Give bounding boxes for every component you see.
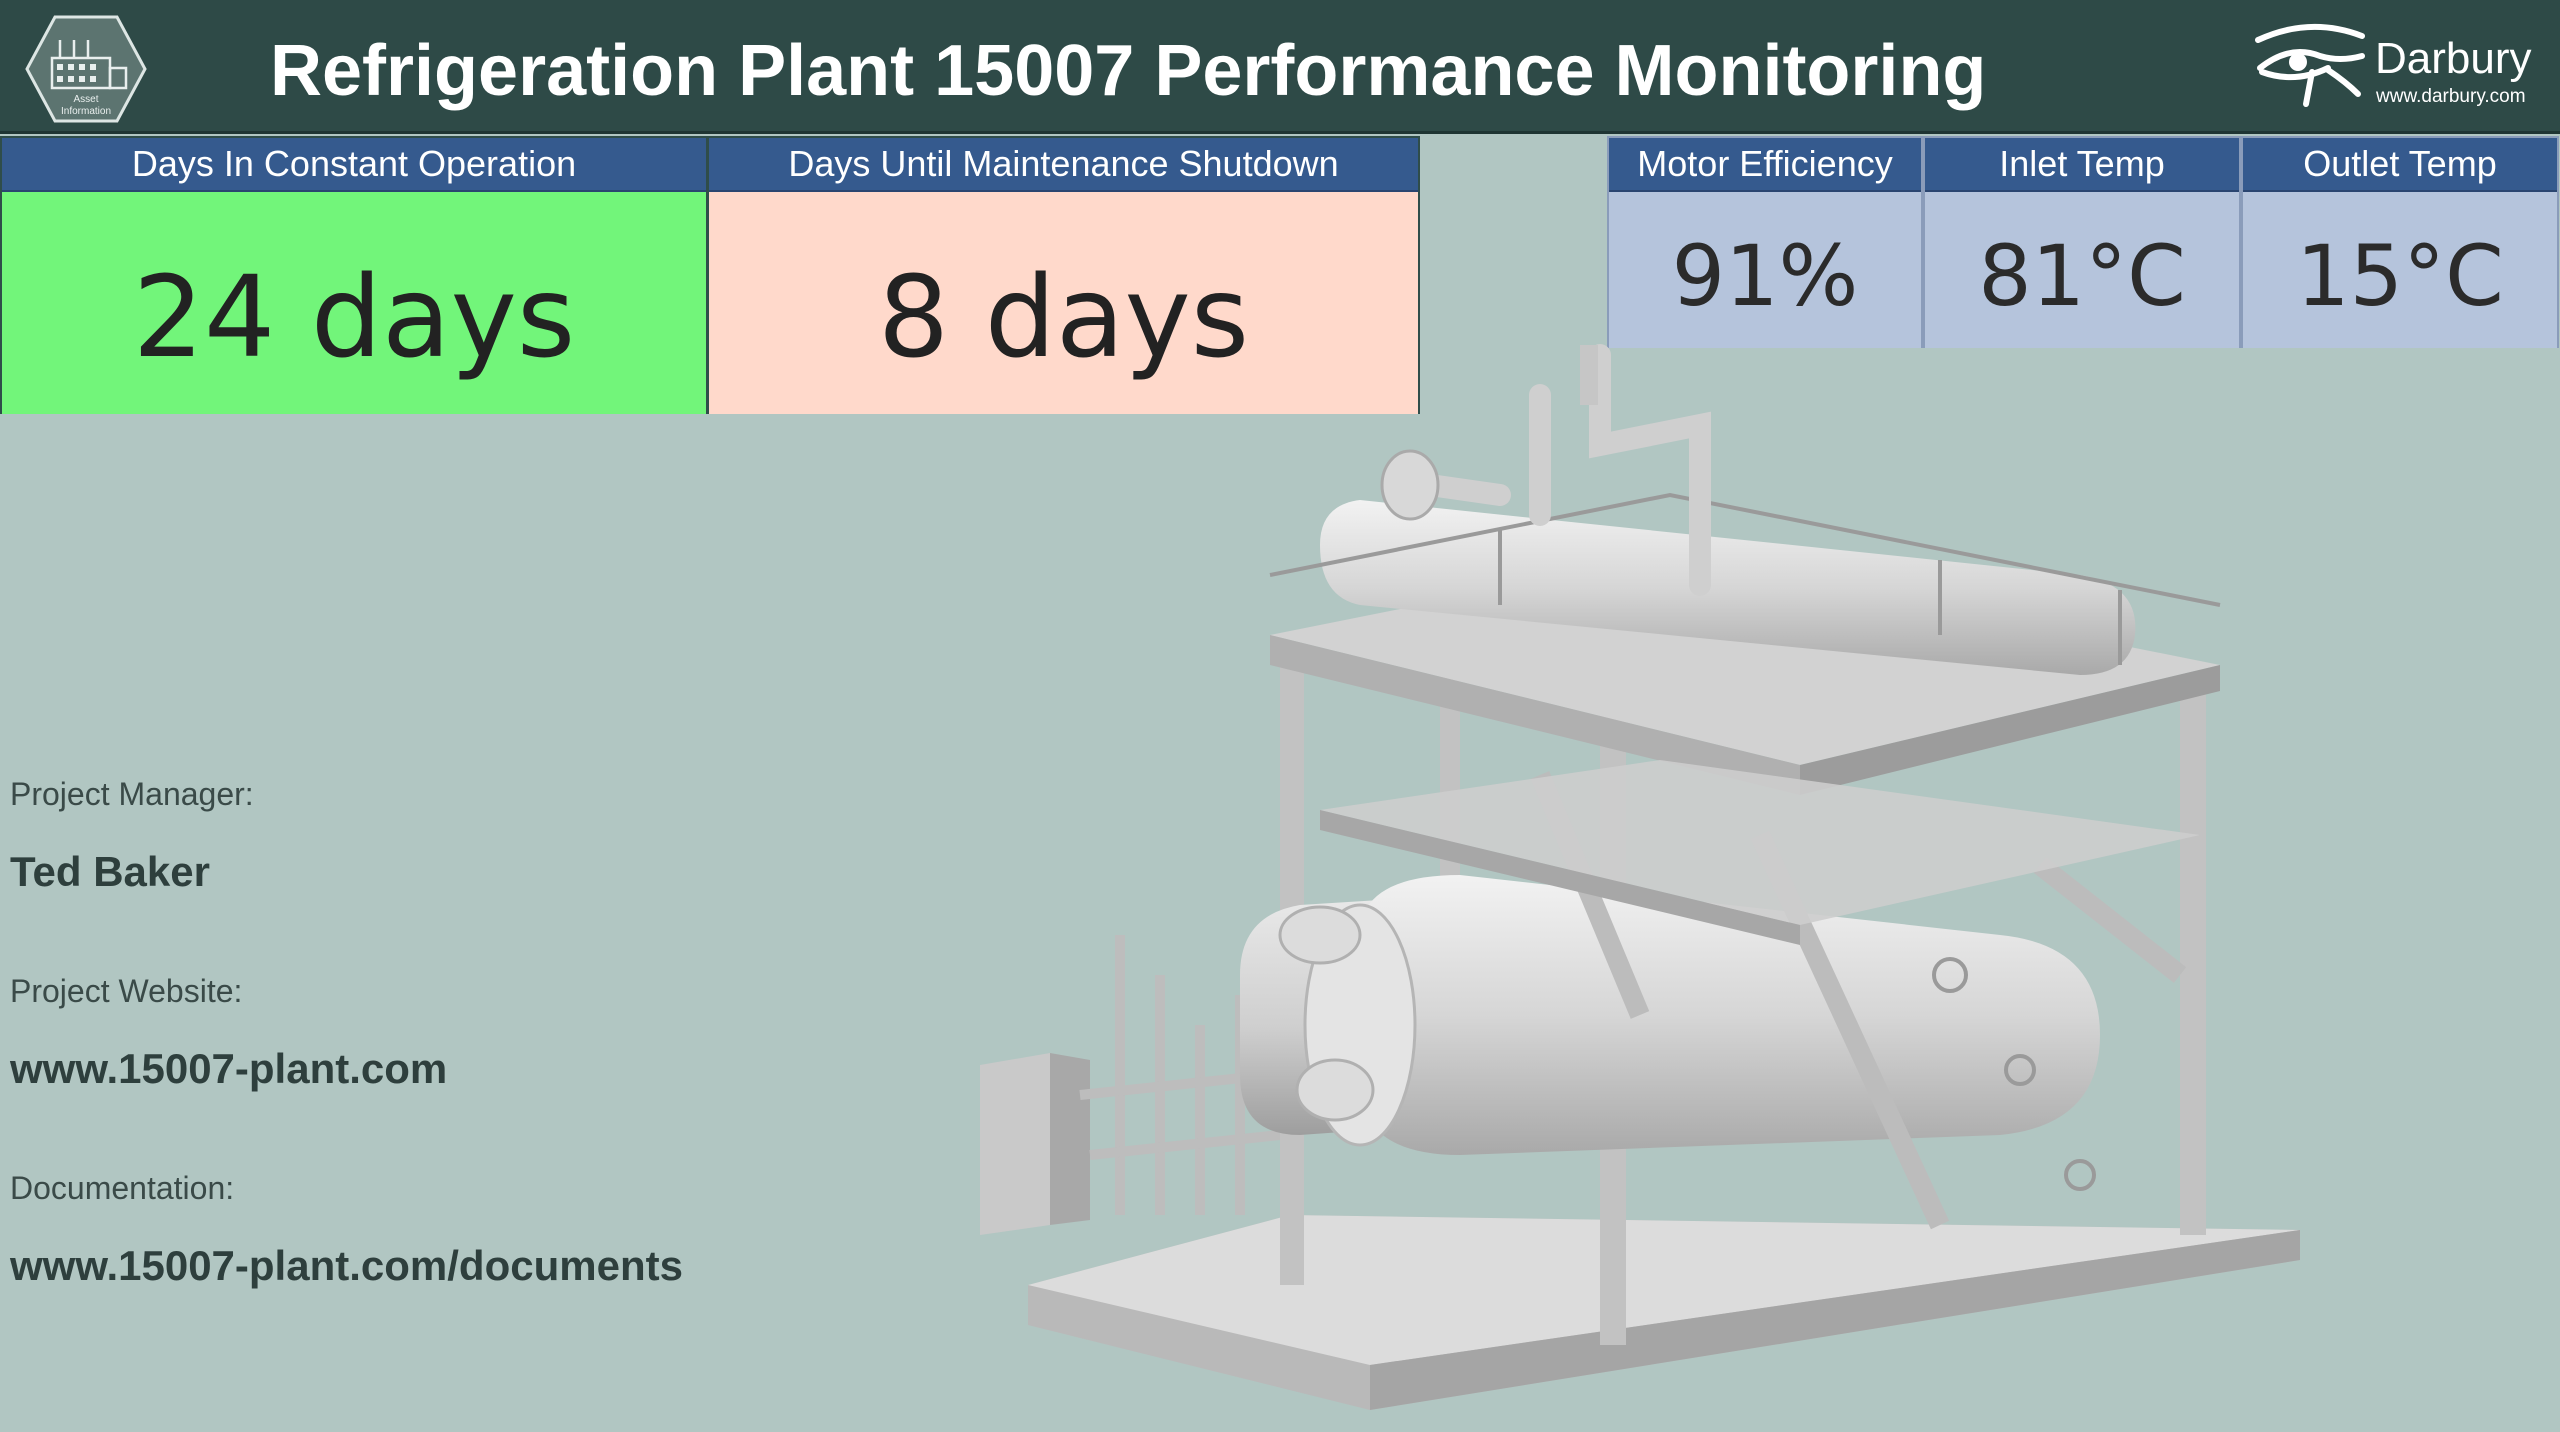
brand-name: Darbury bbox=[2375, 34, 2532, 83]
metric-value: 15°C bbox=[2243, 192, 2557, 348]
kpi-days-until-shutdown: Days Until Maintenance Shutdown 8 days bbox=[708, 136, 1420, 414]
metric-outlet-temp: Outlet Temp 15°C bbox=[2241, 136, 2559, 348]
eye-of-horus-icon bbox=[2255, 23, 2365, 107]
kpi-label: Days In Constant Operation bbox=[2, 138, 706, 192]
asset-caption-1: Asset bbox=[73, 94, 98, 105]
metric-value: 91% bbox=[1609, 192, 1921, 348]
project-manager-name: Ted Baker bbox=[10, 848, 210, 895]
header-bar: Asset Information Refrigeration Plant 15… bbox=[0, 0, 2560, 134]
metric-inlet-temp: Inlet Temp 81°C bbox=[1923, 136, 2241, 348]
kpi-value: 8 days bbox=[709, 192, 1418, 414]
metric-label: Outlet Temp bbox=[2243, 138, 2557, 192]
project-website-label: Project Website: bbox=[10, 973, 243, 1009]
refrigeration-plant-3d-model[interactable] bbox=[940, 335, 2320, 1425]
brand-logo[interactable]: Darbury www.darbury.com bbox=[2250, 22, 2540, 112]
metric-value: 81°C bbox=[1925, 192, 2239, 348]
documentation-link[interactable]: www.15007-plant.com/documents bbox=[10, 1242, 683, 1289]
kpi-days-operation: Days In Constant Operation 24 days bbox=[0, 136, 708, 414]
asset-information-icon[interactable]: Asset Information bbox=[24, 14, 148, 124]
page-title: Refrigeration Plant 15007 Performance Mo… bbox=[270, 31, 1987, 111]
documentation-label: Documentation: bbox=[10, 1170, 235, 1206]
metric-label: Inlet Temp bbox=[1925, 138, 2239, 192]
brand-url[interactable]: www.darbury.com bbox=[2376, 86, 2526, 107]
metric-motor-efficiency: Motor Efficiency 91% bbox=[1607, 136, 1923, 348]
kpi-value: 24 days bbox=[2, 192, 706, 414]
asset-caption-2: Information bbox=[61, 106, 111, 117]
metric-label: Motor Efficiency bbox=[1609, 138, 1921, 192]
project-manager-label: Project Manager: bbox=[10, 776, 254, 812]
kpi-label: Days Until Maintenance Shutdown bbox=[709, 138, 1418, 192]
project-website-link[interactable]: www.15007-plant.com bbox=[10, 1045, 448, 1092]
